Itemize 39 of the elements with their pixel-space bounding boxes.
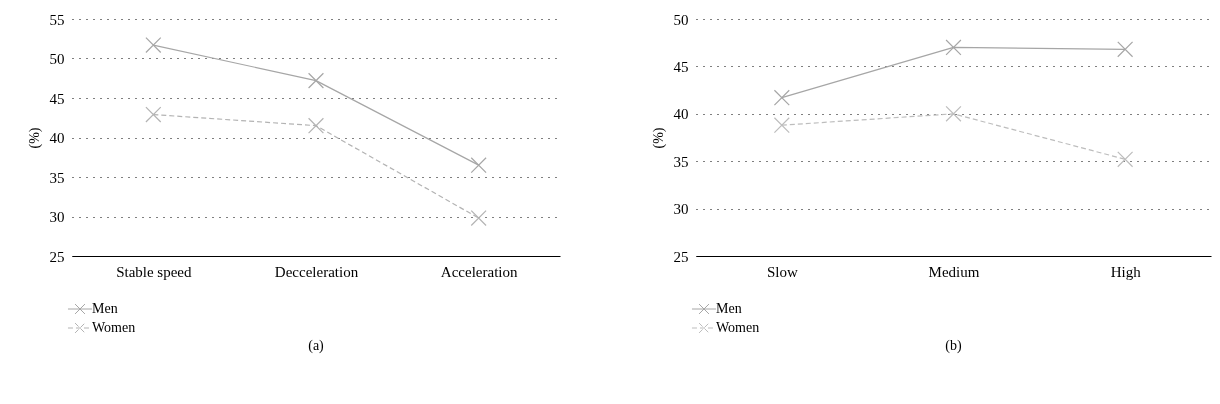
point (307, 72, 325, 89)
x-tick-label: Slow (766, 263, 798, 280)
point (145, 37, 162, 54)
y-axis-title: (%) (26, 127, 43, 149)
y-tick-label: 25 (49, 248, 65, 265)
legend-label: Men (92, 301, 118, 316)
y-tick-label: 45 (673, 58, 689, 75)
y-tick-label: 50 (673, 11, 689, 28)
x-tick-label: Medium (928, 263, 980, 280)
point (145, 106, 162, 123)
point (470, 210, 487, 227)
y-tick-label: 55 (49, 11, 65, 28)
y-tick-label: 35 (673, 153, 689, 170)
legend-label: Men (716, 301, 742, 316)
point (945, 105, 962, 122)
y-tick-label: 25 (673, 248, 689, 265)
y-tick-label: 35 (49, 169, 65, 186)
legend-label: Women (716, 320, 760, 335)
y-tick-label: 45 (49, 90, 65, 107)
x-tick-label: Stable speed (116, 263, 193, 280)
point (1117, 151, 1134, 168)
text: (a) (308, 338, 325, 354)
point (773, 89, 790, 106)
y-tick-label: 30 (673, 201, 689, 218)
y-tick-label: 30 (49, 209, 65, 225)
y-tick-label: 40 (673, 106, 689, 123)
point (773, 117, 790, 134)
x-tick-label: Decceleration (274, 263, 359, 280)
point (945, 39, 962, 56)
point (1117, 41, 1134, 58)
y-tick-label: 40 (49, 130, 65, 146)
point (470, 157, 487, 174)
x-tick-label: Acceleration (440, 263, 518, 280)
y-axis-title: (%) (650, 127, 667, 149)
text: (b) (945, 338, 962, 354)
legend-label: Women (92, 320, 136, 335)
y-tick-label: 50 (49, 51, 65, 67)
point (307, 117, 325, 134)
x-tick-label: High (1110, 263, 1142, 280)
